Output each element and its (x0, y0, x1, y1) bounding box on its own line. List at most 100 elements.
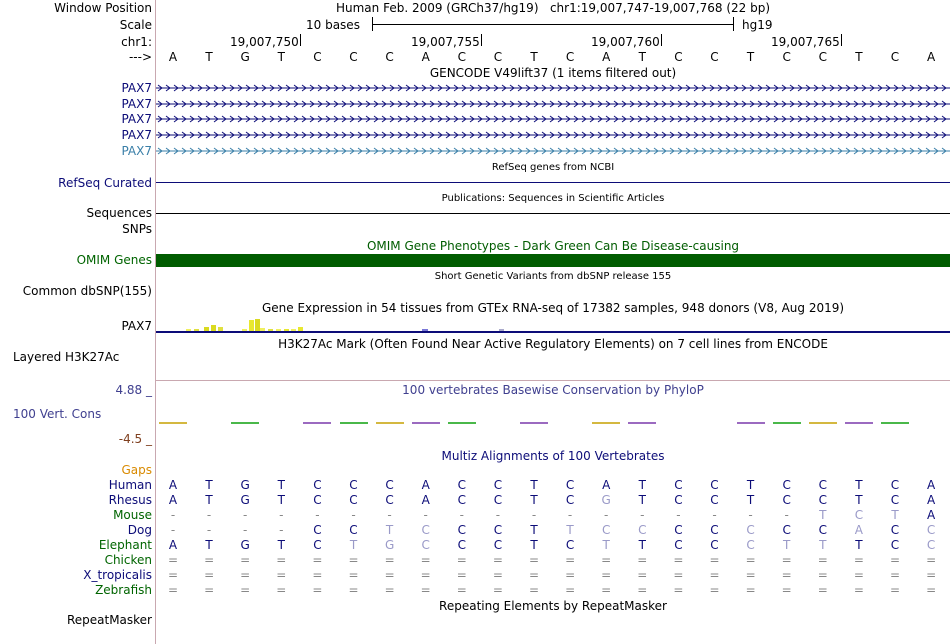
h3k27ac-track-title[interactable]: H3K27Ac Mark (Often Found Near Active Re… (278, 337, 828, 351)
phylop-score-mark[interactable] (520, 422, 548, 424)
species-label[interactable]: Dog (127, 523, 152, 537)
phylop-score-mark[interactable] (736, 422, 765, 424)
multiz-track-title[interactable]: Multiz Alignments of 100 Vertebrates (441, 449, 665, 463)
phylop-score-mark[interactable] (375, 422, 404, 424)
species-label[interactable]: Elephant (98, 538, 152, 552)
common-dbsnp-label[interactable]: Common dbSNP(155) (22, 284, 152, 298)
gencode-transcript[interactable] (156, 84, 950, 92)
alignment-base: T (855, 538, 863, 552)
gencode-item-label[interactable]: PAX7 (121, 128, 152, 142)
alignment-base: - (279, 508, 284, 522)
alignment-base: T (746, 493, 755, 507)
phylop-score-mark[interactable] (808, 422, 837, 424)
base-letter: C (493, 50, 503, 64)
gencode-item-label[interactable]: PAX7 (121, 97, 152, 111)
ruler-tick (841, 34, 842, 46)
gtex-tissue-bar[interactable] (260, 328, 265, 331)
phylop-score-mark[interactable] (159, 422, 187, 424)
alignment-base: = (384, 583, 395, 597)
gtex-tissue-bar[interactable] (186, 329, 191, 331)
base-letter: C (457, 50, 466, 64)
alignment-base: T (602, 538, 610, 552)
gtex-tissue-bar[interactable] (194, 329, 199, 331)
alignment-base: = (817, 583, 828, 597)
sequences-label[interactable]: Sequences (86, 206, 152, 220)
refseq-gene-line[interactable] (156, 182, 950, 183)
dbsnp-track-title[interactable]: Short Genetic Variants from dbSNP releas… (434, 271, 672, 282)
h3k27ac-baseline (156, 380, 950, 381)
gencode-transcript[interactable] (156, 100, 950, 108)
base-letter: T (530, 50, 538, 64)
gtex-tissue-bar[interactable] (249, 320, 254, 331)
alignment-base: C (926, 538, 936, 552)
phylop-score-mark[interactable] (447, 422, 476, 424)
phylop-score-mark[interactable] (628, 422, 657, 424)
refseq-curated-label[interactable]: RefSeq Curated (58, 176, 152, 190)
gencode-item-label[interactable]: PAX7 (121, 81, 152, 95)
gtex-track-title[interactable]: Gene Expression in 54 tissues from GTEx … (261, 301, 845, 315)
gtex-tissue-bar[interactable] (284, 329, 289, 331)
alignment-base: = (528, 553, 540, 567)
alignment-base: = (312, 553, 323, 567)
base-letter: C (565, 50, 575, 64)
phylop-score-mark[interactable] (411, 422, 440, 424)
phylop-score-mark[interactable] (772, 422, 801, 424)
gencode-item-label[interactable]: PAX7 (121, 144, 152, 158)
phylop-score-mark[interactable] (881, 422, 909, 424)
phylop-track-title[interactable]: 100 vertebrates Basewise Conservation by… (402, 383, 704, 397)
omim-genes-label[interactable]: OMIM Genes (76, 253, 152, 267)
alignment-base: T (638, 478, 646, 492)
phylop-score-mark[interactable] (231, 422, 260, 424)
phylop-score-mark[interactable] (844, 422, 873, 424)
gtex-tissue-bar[interactable] (204, 327, 209, 331)
alignment-base: G (601, 493, 611, 507)
sequences-line[interactable] (156, 213, 950, 214)
gencode-transcript[interactable] (156, 147, 950, 155)
species-label[interactable]: Chicken (104, 553, 152, 567)
phylop-score-mark[interactable] (303, 422, 332, 424)
species-label[interactable]: Mouse (113, 508, 152, 522)
gencode-track-title[interactable]: GENCODE V49lift37 (1 items filtered out) (429, 66, 677, 80)
layered-h3k27ac-label[interactable]: Layered H3K27Ac (13, 350, 120, 364)
phylop-score-mark[interactable] (592, 422, 621, 424)
species-label[interactable]: Rhesus (108, 493, 152, 507)
refseq-track-title[interactable]: RefSeq genes from NCBI (491, 162, 615, 173)
repeatmasker-track-title[interactable]: Repeating Elements by RepeatMasker (439, 599, 667, 613)
gencode-transcript[interactable] (156, 131, 950, 139)
alignment-base: - (243, 508, 248, 522)
alignment-base: T (205, 493, 213, 507)
species-label[interactable]: X_tropicalis (83, 568, 152, 582)
repeatmasker-label[interactable]: RepeatMasker (66, 613, 152, 627)
omim-track-title[interactable]: OMIM Gene Phenotypes - Dark Green Can Be… (366, 239, 740, 253)
gtex-tissue-bar[interactable] (218, 327, 223, 331)
species-label[interactable]: Human (108, 478, 152, 492)
gtex-tissue-bar[interactable] (276, 329, 281, 331)
gtex-pax7-label[interactable]: PAX7 (121, 319, 152, 333)
alignment-base: = (889, 553, 901, 567)
alignment-base: T (638, 538, 646, 552)
gtex-tissue-bar[interactable] (211, 325, 216, 331)
track-data-area[interactable]: Human Feb. 2009 (GRCh37/hg19) chr1:19,00… (156, 0, 950, 644)
gtex-tissue-bar[interactable] (298, 327, 303, 331)
gtex-tissue-bar[interactable] (268, 329, 273, 331)
gtex-tissue-bar[interactable] (499, 329, 504, 331)
alignment-base: T (746, 478, 755, 492)
vert-cons-label[interactable]: 100 Vert. Cons (13, 407, 102, 421)
gtex-tissue-bar[interactable] (291, 329, 296, 331)
alignment-base: = (853, 553, 864, 567)
alignment-base: C (493, 478, 503, 492)
gencode-item-label[interactable]: PAX7 (121, 112, 152, 126)
gencode-transcript[interactable] (156, 115, 950, 123)
phylop-score-mark[interactable] (339, 422, 368, 424)
base-letter: T (746, 50, 755, 64)
gtex-tissue-bar[interactable] (242, 329, 247, 331)
snps-label[interactable]: SNPs (122, 222, 152, 236)
publications-track-title[interactable]: Publications: Sequences in Scientific Ar… (441, 193, 665, 204)
gtex-gene-line[interactable] (156, 331, 950, 333)
omim-gene-bar[interactable] (156, 254, 950, 267)
gtex-tissue-bar[interactable] (422, 329, 428, 331)
alignment-base: C (710, 478, 719, 492)
gtex-tissue-bar[interactable] (255, 319, 260, 331)
species-label[interactable]: Zebrafish (95, 583, 152, 597)
scale-bar (372, 24, 733, 25)
